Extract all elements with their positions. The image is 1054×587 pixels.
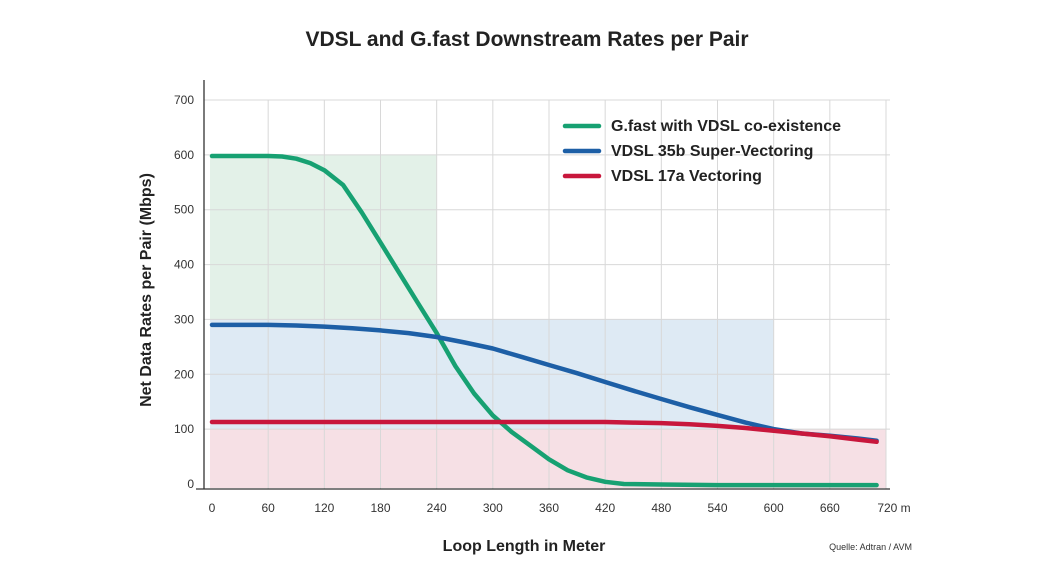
y-tick-label: 400 <box>174 258 194 272</box>
x-tick-label: 240 <box>427 501 447 515</box>
x-tick-label: 120 <box>314 501 334 515</box>
y-tick-label: 500 <box>174 203 194 217</box>
x-tick-label: 60 <box>261 501 275 515</box>
legend-label: VDSL 35b Super-Vectoring <box>611 143 813 160</box>
shaded-regions <box>210 154 886 488</box>
legend: G.fast with VDSL co-existence VDSL 35b Su… <box>562 118 841 185</box>
y-tick-label: 600 <box>174 148 194 162</box>
x-tick-label: 300 <box>483 501 503 515</box>
y-tick-label: 300 <box>174 312 194 326</box>
series-line-2 <box>209 419 879 445</box>
x-tick-label: 540 <box>707 501 727 515</box>
y-tick-label: 0 <box>187 477 194 491</box>
series-lines <box>209 153 879 488</box>
x-tick-label: 600 <box>764 501 784 515</box>
x-tick-label: 720 m <box>877 501 910 515</box>
y-axis-title: Net Data Rates per Pair (Mbps) <box>138 173 155 407</box>
x-tick-label: 420 <box>595 501 615 515</box>
y-tick-label: 700 <box>174 93 194 107</box>
x-axis-title: Loop Length in Meter <box>443 538 606 555</box>
y-tick-label: 200 <box>174 367 194 381</box>
legend-label: G.fast with VDSL co-existence <box>611 118 841 135</box>
y-tick-label: 100 <box>174 422 194 436</box>
legend-label: VDSL 17a Vectoring <box>611 168 762 185</box>
axes: 0 60 120 180 240 300 360 420 480 540 600 660 720 m 0 1… <box>174 80 911 515</box>
x-tick-label: 480 <box>651 501 671 515</box>
chart-title: VDSL and G.fast Downstream Rates per Pai… <box>305 28 749 51</box>
x-tick-label: 180 <box>370 501 390 515</box>
x-tick-label: 0 <box>209 501 216 515</box>
x-tick-label: 660 <box>820 501 840 515</box>
series-line-0 <box>209 153 879 488</box>
source-note: Quelle: Adtran / AVM <box>829 542 912 552</box>
x-tick-label: 360 <box>539 501 559 515</box>
